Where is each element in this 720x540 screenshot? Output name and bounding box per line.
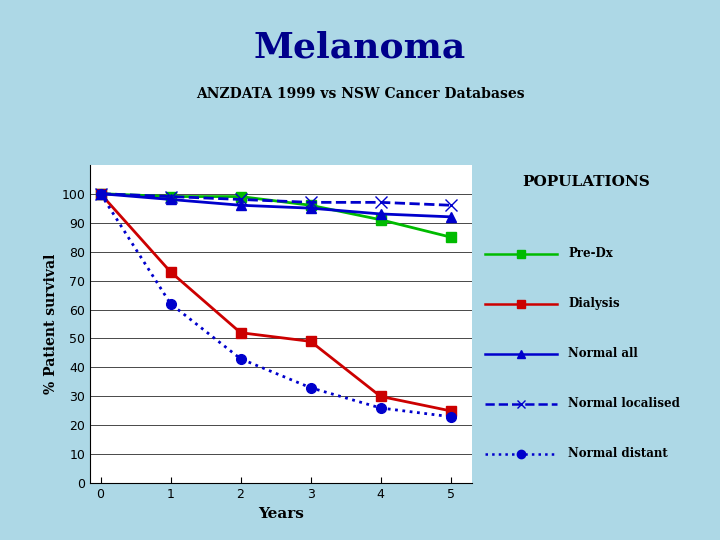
X-axis label: Years: Years: [258, 507, 304, 521]
Text: Normal all: Normal all: [568, 347, 638, 360]
Text: ANZDATA 1999 vs NSW Cancer Databases: ANZDATA 1999 vs NSW Cancer Databases: [196, 87, 524, 100]
Text: Melanoma: Melanoma: [254, 30, 466, 64]
Text: Normal distant: Normal distant: [568, 447, 668, 460]
Text: POPULATIONS: POPULATIONS: [523, 176, 650, 189]
Text: Pre-Dx: Pre-Dx: [568, 247, 613, 260]
Text: Normal localised: Normal localised: [568, 397, 680, 410]
Y-axis label: % Patient survival: % Patient survival: [45, 254, 58, 394]
Text: Dialysis: Dialysis: [568, 297, 620, 310]
